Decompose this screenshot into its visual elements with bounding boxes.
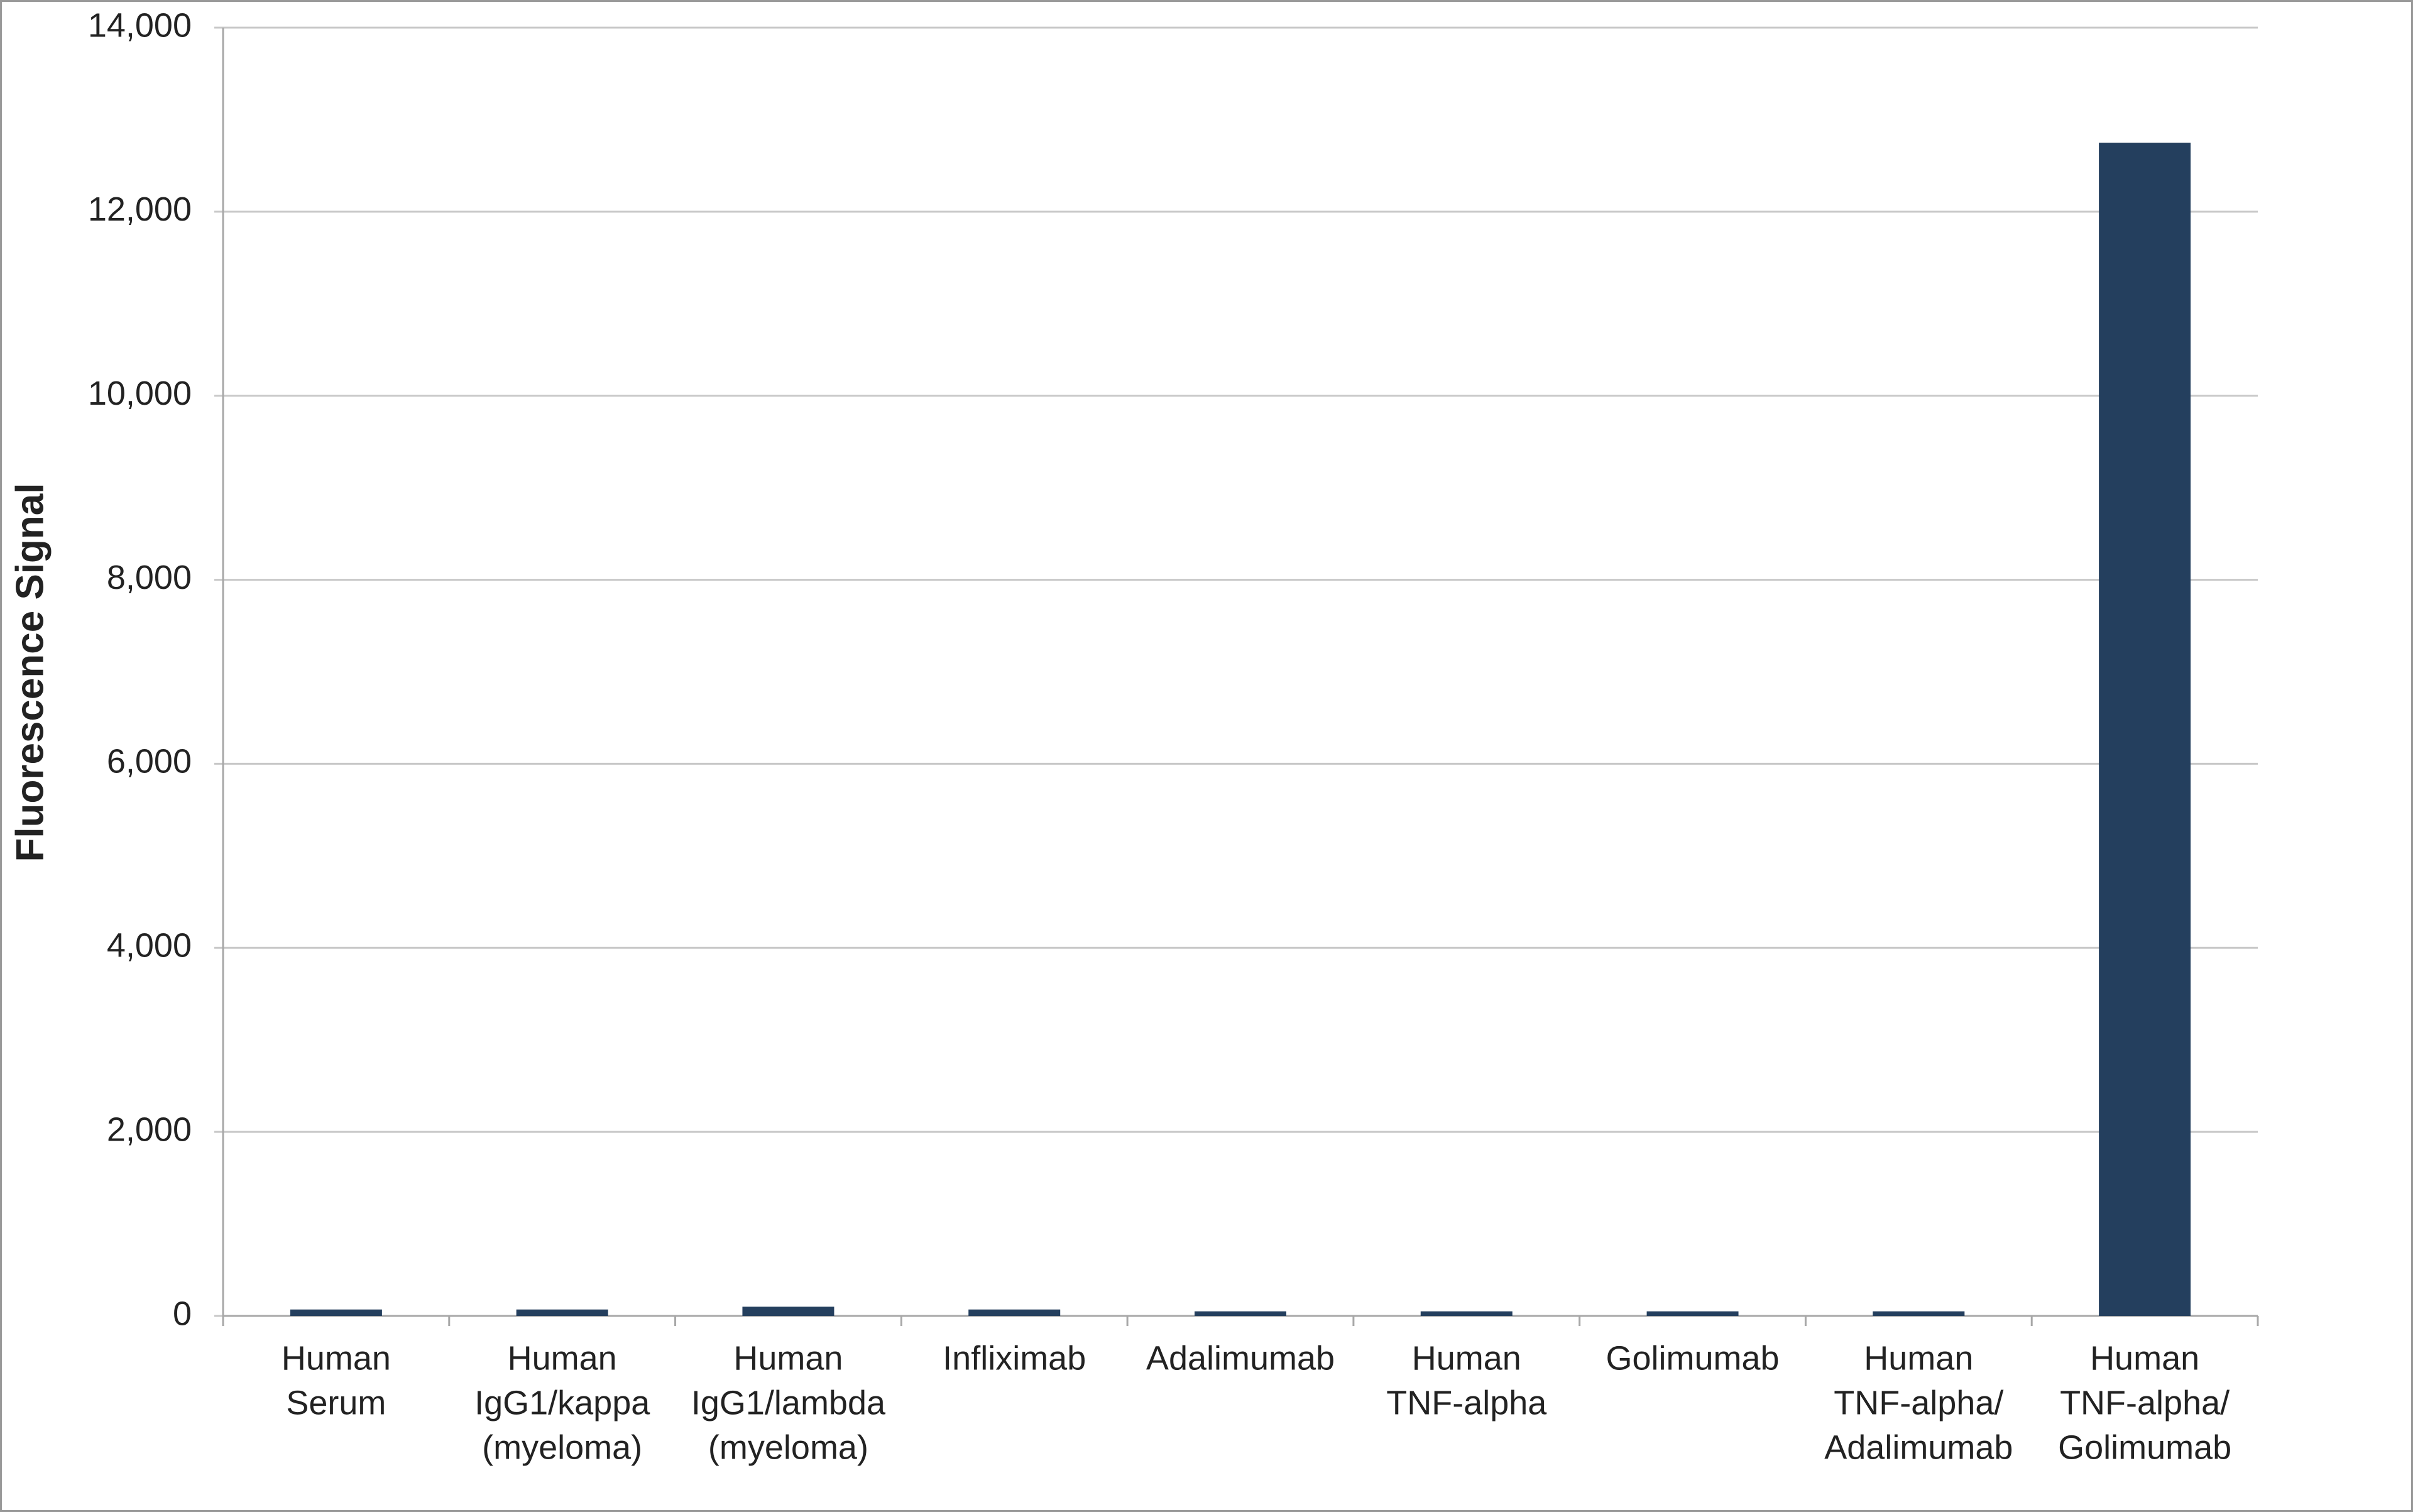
x-tick-label: IgG1/kappa [474, 1384, 650, 1422]
y-axis-label: Fluorescence Signal [8, 483, 52, 862]
bar [2099, 143, 2191, 1316]
x-tick-label: Human [733, 1339, 843, 1377]
bar [1646, 1311, 1739, 1316]
y-tick-label: 12,000 [88, 190, 192, 228]
bar [1420, 1311, 1513, 1316]
x-tick-label: Human [282, 1339, 391, 1377]
x-tick-label: Human [508, 1339, 617, 1377]
bar [290, 1309, 382, 1316]
x-tick-label: Adalimumab [1824, 1428, 2013, 1466]
y-tick-label: 0 [173, 1295, 192, 1332]
bar [1195, 1311, 1286, 1316]
x-tick-label: TNF-alpha [1386, 1384, 1547, 1422]
bar [968, 1309, 1061, 1316]
x-tick-label: Adalimumab [1146, 1339, 1335, 1377]
x-tick-label: TNF-alpha/ [2060, 1384, 2230, 1422]
y-tick-label: 14,000 [88, 6, 192, 44]
y-tick-label: 6,000 [107, 743, 192, 781]
x-tick-label: (myeloma) [708, 1428, 868, 1466]
x-tick-label: Human [2090, 1339, 2199, 1377]
bar [742, 1307, 834, 1316]
x-tick-label: Serum [286, 1384, 386, 1422]
x-tick-label: (myeloma) [482, 1428, 642, 1466]
x-tick-label: Infliximab [943, 1339, 1086, 1377]
x-tick-label: Human [1412, 1339, 1521, 1377]
y-tick-label: 10,000 [88, 375, 192, 412]
x-tick-label: TNF-alpha/ [1834, 1384, 2003, 1422]
x-tick-label: Golimumab [2058, 1428, 2231, 1466]
y-tick-label: 4,000 [107, 927, 192, 965]
x-tick-label: Golimumab [1606, 1339, 1780, 1377]
bar [1873, 1311, 1965, 1316]
y-tick-label: 8,000 [107, 559, 192, 596]
x-tick-label: IgG1/lambda [691, 1384, 886, 1422]
bar [516, 1309, 608, 1316]
y-tick-label: 2,000 [107, 1110, 192, 1148]
x-tick-label: Human [1864, 1339, 1973, 1377]
